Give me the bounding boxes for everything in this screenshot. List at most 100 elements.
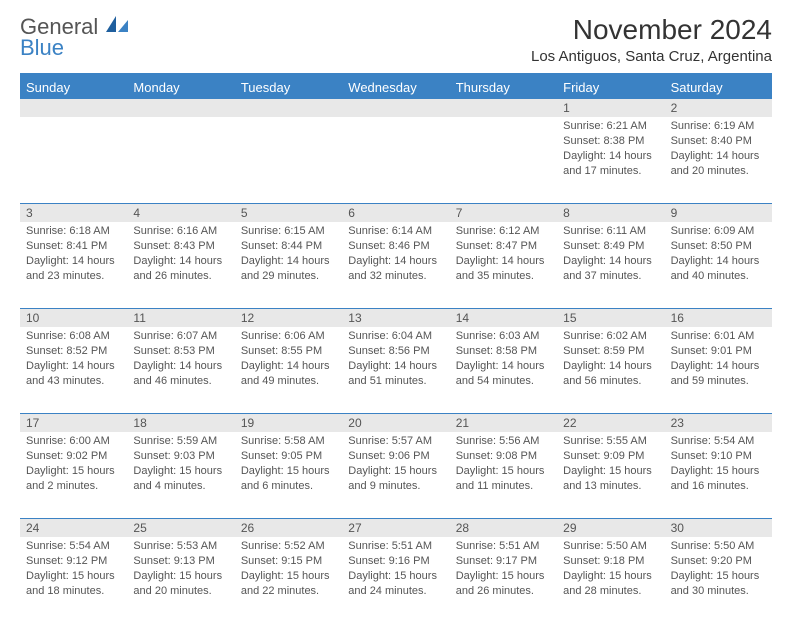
day-info: Sunrise: 6:00 AMSunset: 9:02 PMDaylight:… [26,434,121,493]
day-cell [20,117,127,203]
day-cell: Sunrise: 5:52 AMSunset: 9:15 PMDaylight:… [235,537,342,623]
day-info: Sunrise: 5:51 AMSunset: 9:16 PMDaylight:… [348,539,443,598]
sunset-text: Sunset: 8:38 PM [563,134,658,149]
day-number-cell: 1 [557,99,664,117]
day-info: Sunrise: 5:54 AMSunset: 9:12 PMDaylight:… [26,539,121,598]
day-info: Sunrise: 6:06 AMSunset: 8:55 PMDaylight:… [241,329,336,388]
day-info: Sunrise: 6:01 AMSunset: 9:01 PMDaylight:… [671,329,766,388]
day-number-cell: 18 [127,414,234,432]
sunset-text: Sunset: 8:40 PM [671,134,766,149]
sunrise-text: Sunrise: 6:09 AM [671,224,766,239]
sunset-text: Sunset: 9:10 PM [671,449,766,464]
sunrise-text: Sunrise: 5:54 AM [26,539,121,554]
day-cell: Sunrise: 6:19 AMSunset: 8:40 PMDaylight:… [665,117,772,203]
day-cell: Sunrise: 5:51 AMSunset: 9:16 PMDaylight:… [342,537,449,623]
calendar-page: General Blue November 2024 Los Antiguos,… [0,0,792,633]
day-cell: Sunrise: 5:56 AMSunset: 9:08 PMDaylight:… [450,432,557,518]
page-header: General Blue November 2024 Los Antiguos,… [20,14,772,65]
day-number-cell: 3 [20,204,127,222]
day-cell [450,117,557,203]
sunset-text: Sunset: 8:59 PM [563,344,658,359]
day-number-row: 12 [20,99,772,117]
month-title: November 2024 [531,14,772,46]
day-cell: Sunrise: 6:09 AMSunset: 8:50 PMDaylight:… [665,222,772,308]
day-info: Sunrise: 6:15 AMSunset: 8:44 PMDaylight:… [241,224,336,283]
day-number-cell: 26 [235,519,342,537]
daylight-text: Daylight: 14 hours and 59 minutes. [671,359,766,389]
day-number-cell: 14 [450,309,557,327]
sunrise-text: Sunrise: 6:07 AM [133,329,228,344]
sunrise-text: Sunrise: 5:51 AM [456,539,551,554]
day-info: Sunrise: 6:08 AMSunset: 8:52 PMDaylight:… [26,329,121,388]
daylight-text: Daylight: 14 hours and 20 minutes. [671,149,766,179]
day-cell: Sunrise: 6:04 AMSunset: 8:56 PMDaylight:… [342,327,449,413]
sunrise-text: Sunrise: 5:59 AM [133,434,228,449]
sunset-text: Sunset: 8:47 PM [456,239,551,254]
day-number-cell: 21 [450,414,557,432]
sunset-text: Sunset: 9:09 PM [563,449,658,464]
day-number-cell: 28 [450,519,557,537]
day-number-cell [127,99,234,117]
day-number-cell: 8 [557,204,664,222]
sunrise-text: Sunrise: 5:58 AM [241,434,336,449]
sunset-text: Sunset: 9:18 PM [563,554,658,569]
sunset-text: Sunset: 8:53 PM [133,344,228,359]
day-info: Sunrise: 6:02 AMSunset: 8:59 PMDaylight:… [563,329,658,388]
daylight-text: Daylight: 14 hours and 46 minutes. [133,359,228,389]
day-info: Sunrise: 5:50 AMSunset: 9:18 PMDaylight:… [563,539,658,598]
sunrise-text: Sunrise: 5:50 AM [671,539,766,554]
daylight-text: Daylight: 14 hours and 35 minutes. [456,254,551,284]
daylight-text: Daylight: 14 hours and 43 minutes. [26,359,121,389]
sunrise-text: Sunrise: 6:18 AM [26,224,121,239]
location-subtitle: Los Antiguos, Santa Cruz, Argentina [531,48,772,65]
day-number-cell: 17 [20,414,127,432]
day-number-cell: 19 [235,414,342,432]
sunset-text: Sunset: 9:05 PM [241,449,336,464]
day-number-cell: 20 [342,414,449,432]
sunrise-text: Sunrise: 5:55 AM [563,434,658,449]
week-row: Sunrise: 6:21 AMSunset: 8:38 PMDaylight:… [20,117,772,203]
sunrise-text: Sunrise: 6:04 AM [348,329,443,344]
daylight-text: Daylight: 15 hours and 2 minutes. [26,464,121,494]
week-row: Sunrise: 5:54 AMSunset: 9:12 PMDaylight:… [20,537,772,623]
daylight-text: Daylight: 15 hours and 28 minutes. [563,569,658,599]
daylight-text: Daylight: 14 hours and 49 minutes. [241,359,336,389]
day-number-cell: 24 [20,519,127,537]
day-number-cell [450,99,557,117]
sunrise-text: Sunrise: 6:11 AM [563,224,658,239]
day-cell: Sunrise: 6:07 AMSunset: 8:53 PMDaylight:… [127,327,234,413]
weekday-header: Wednesday [342,75,449,99]
sunrise-text: Sunrise: 6:02 AM [563,329,658,344]
day-cell: Sunrise: 5:57 AMSunset: 9:06 PMDaylight:… [342,432,449,518]
sunset-text: Sunset: 9:20 PM [671,554,766,569]
daylight-text: Daylight: 14 hours and 40 minutes. [671,254,766,284]
sunrise-text: Sunrise: 5:56 AM [456,434,551,449]
day-number-cell: 7 [450,204,557,222]
sunrise-text: Sunrise: 5:50 AM [563,539,658,554]
daylight-text: Daylight: 15 hours and 4 minutes. [133,464,228,494]
week-row: Sunrise: 6:18 AMSunset: 8:41 PMDaylight:… [20,222,772,308]
day-cell [127,117,234,203]
day-cell: Sunrise: 6:21 AMSunset: 8:38 PMDaylight:… [557,117,664,203]
weekday-header: Friday [557,75,664,99]
day-info: Sunrise: 6:04 AMSunset: 8:56 PMDaylight:… [348,329,443,388]
sunrise-text: Sunrise: 5:54 AM [671,434,766,449]
day-number-cell: 25 [127,519,234,537]
day-number-cell: 27 [342,519,449,537]
day-info: Sunrise: 6:03 AMSunset: 8:58 PMDaylight:… [456,329,551,388]
weekday-header-row: Sunday Monday Tuesday Wednesday Thursday… [20,75,772,99]
sunrise-text: Sunrise: 5:57 AM [348,434,443,449]
sunset-text: Sunset: 8:50 PM [671,239,766,254]
sunset-text: Sunset: 9:02 PM [26,449,121,464]
weekday-header: Tuesday [235,75,342,99]
sunrise-text: Sunrise: 6:01 AM [671,329,766,344]
sunset-text: Sunset: 8:55 PM [241,344,336,359]
day-cell: Sunrise: 6:02 AMSunset: 8:59 PMDaylight:… [557,327,664,413]
day-number-cell: 4 [127,204,234,222]
day-info: Sunrise: 5:53 AMSunset: 9:13 PMDaylight:… [133,539,228,598]
day-cell: Sunrise: 5:50 AMSunset: 9:18 PMDaylight:… [557,537,664,623]
day-number-cell: 6 [342,204,449,222]
daylight-text: Daylight: 15 hours and 26 minutes. [456,569,551,599]
day-info: Sunrise: 5:50 AMSunset: 9:20 PMDaylight:… [671,539,766,598]
daylight-text: Daylight: 14 hours and 23 minutes. [26,254,121,284]
